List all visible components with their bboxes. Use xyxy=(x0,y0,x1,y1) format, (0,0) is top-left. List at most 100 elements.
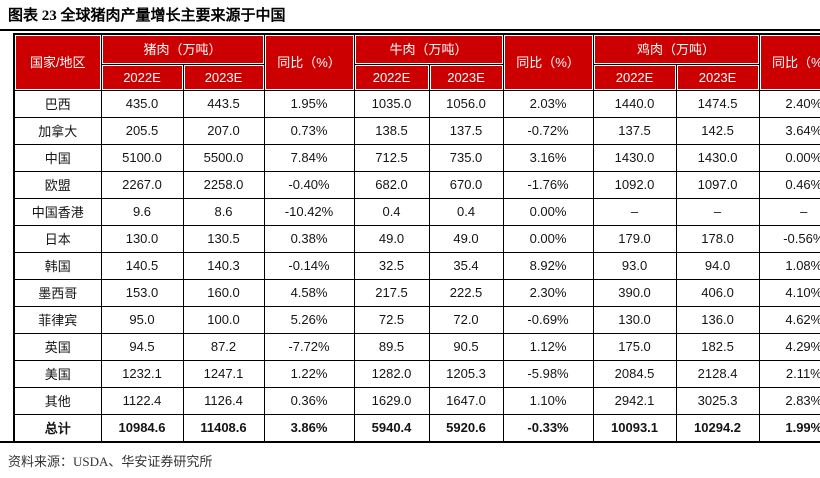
table-cell: 94.0 xyxy=(675,251,760,280)
table-cell: 130.0 xyxy=(100,224,184,253)
table-cell: 90.5 xyxy=(428,332,504,361)
data-table: 国家/地区 猪肉（万吨） 同比（%） 牛肉（万吨） 同比（%） 鸡肉（万吨） 同… xyxy=(13,33,820,443)
row-header: 欧盟 xyxy=(13,170,102,199)
table-row: 欧盟 2267.0 2258.0 -0.40% 682.0 670.0 -1.76% 1092… xyxy=(13,170,820,199)
table-row: 美国 1232.1 1247.1 1.22% 1282.0 1205.3 -5.98% 208… xyxy=(13,359,820,388)
table-cell: 2.30% xyxy=(502,278,594,307)
table-cell: 130.5 xyxy=(182,224,265,253)
table-cell: 137.5 xyxy=(428,116,504,145)
table-cell: 87.2 xyxy=(182,332,265,361)
table-cell: 179.0 xyxy=(592,224,677,253)
table-cell: 175.0 xyxy=(592,332,677,361)
table-cell: 1.12% xyxy=(502,332,594,361)
row-header: 其他 xyxy=(13,386,102,415)
table-cell: 0.36% xyxy=(263,386,355,415)
table-cell: 89.5 xyxy=(353,332,430,361)
col-header-chicken-2022e: 2022E xyxy=(592,63,677,91)
figure-title: 图表 23 全球猪肉产量增长主要来源于中国 xyxy=(8,8,286,24)
table-cell: 1430.0 xyxy=(675,143,760,172)
table-cell: 1.99% xyxy=(758,413,820,442)
table-cell: 5500.0 xyxy=(182,143,265,172)
table-cell: 205.5 xyxy=(100,116,184,145)
row-header: 日本 xyxy=(13,224,102,253)
table-cell: 10294.2 xyxy=(675,413,760,442)
title-divider xyxy=(0,29,820,31)
table-cell: 93.0 xyxy=(592,251,677,280)
table-cell: 435.0 xyxy=(100,89,184,118)
table-cell: 95.0 xyxy=(100,305,184,334)
table-cell: 0.46% xyxy=(758,170,820,199)
row-header: 墨西哥 xyxy=(13,278,102,307)
table-cell: 222.5 xyxy=(428,278,504,307)
table-bottom-divider xyxy=(0,440,820,443)
table-cell: -0.72% xyxy=(502,116,594,145)
table-cell: -0.33% xyxy=(502,413,594,442)
table-cell: -1.76% xyxy=(502,170,594,199)
table-cell: 9.6 xyxy=(100,197,184,226)
col-header-chicken-2023e: 2023E xyxy=(675,63,760,91)
table-cell: 1056.0 xyxy=(428,89,504,118)
row-header: 美国 xyxy=(13,359,102,388)
table-cell: 207.0 xyxy=(182,116,265,145)
table-cell: 2.03% xyxy=(502,89,594,118)
table-cell: 2258.0 xyxy=(182,170,265,199)
col-header-chicken-yoy: 同比（%） xyxy=(758,33,820,91)
table-cell: 178.0 xyxy=(675,224,760,253)
table-cell: 8.6 xyxy=(182,197,265,226)
table-cell: 217.5 xyxy=(353,278,430,307)
table-cell: 142.5 xyxy=(675,116,760,145)
table-cell: 1440.0 xyxy=(592,89,677,118)
table-cell: -5.98% xyxy=(502,359,594,388)
table-cell: 0.38% xyxy=(263,224,355,253)
table-row: 菲律宾 95.0 100.0 5.26% 72.5 72.0 -0.69% 130.0 136.… xyxy=(13,305,820,334)
table-cell: 0.73% xyxy=(263,116,355,145)
table-row: 日本 130.0 130.5 0.38% 49.0 49.0 0.00% 179.0 178.0… xyxy=(13,224,820,253)
col-header-pork-2023e: 2023E xyxy=(182,63,265,91)
table-cell: 1.95% xyxy=(263,89,355,118)
table-cell: 1.22% xyxy=(263,359,355,388)
table-row: 巴西 435.0 443.5 1.95% 1035.0 1056.0 2.03% 1440.0… xyxy=(13,89,820,118)
col-header-chicken: 鸡肉（万吨） xyxy=(592,33,760,65)
table-cell: 5940.4 xyxy=(353,413,430,442)
table-cell: 1629.0 xyxy=(353,386,430,415)
table-cell: 0.00% xyxy=(502,197,594,226)
table-cell: 136.0 xyxy=(675,305,760,334)
table-cell: 0.4 xyxy=(353,197,430,226)
table-row: 墨西哥 153.0 160.0 4.58% 217.5 222.5 2.30% 390.0 40… xyxy=(13,278,820,307)
row-header: 英国 xyxy=(13,332,102,361)
row-header: 菲律宾 xyxy=(13,305,102,334)
table-cell: 2128.4 xyxy=(675,359,760,388)
table-cell: 5920.6 xyxy=(428,413,504,442)
table-cell: 712.5 xyxy=(353,143,430,172)
table-cell: 1430.0 xyxy=(592,143,677,172)
table-cell: 4.62% xyxy=(758,305,820,334)
table-cell: 2942.1 xyxy=(592,386,677,415)
table-cell: 2.83% xyxy=(758,386,820,415)
table-cell: 11408.6 xyxy=(182,413,265,442)
table-cell: 390.0 xyxy=(592,278,677,307)
table-cell: 49.0 xyxy=(353,224,430,253)
col-header-beef-2022e: 2022E xyxy=(353,63,430,91)
table-row-total: 总计 10984.6 11408.6 3.86% 5940.4 5920.6 -0.33% 1… xyxy=(13,413,820,442)
table-row: 中国香港 9.6 8.6 -10.42% 0.4 0.4 0.00% – – – xyxy=(13,197,820,226)
table-cell: -0.69% xyxy=(502,305,594,334)
table-cell: 1247.1 xyxy=(182,359,265,388)
table-cell: – xyxy=(758,197,820,226)
row-header: 巴西 xyxy=(13,89,102,118)
table-cell: 94.5 xyxy=(100,332,184,361)
table-cell: 35.4 xyxy=(428,251,504,280)
table-cell: 130.0 xyxy=(592,305,677,334)
table-cell: -0.56% xyxy=(758,224,820,253)
col-header-pork-2022e: 2022E xyxy=(100,63,184,91)
row-header: 中国 xyxy=(13,143,102,172)
col-header-pork-yoy: 同比（%） xyxy=(263,33,355,91)
table-cell: 1474.5 xyxy=(675,89,760,118)
table-cell: 5.26% xyxy=(263,305,355,334)
table-cell: 2.40% xyxy=(758,89,820,118)
table-cell: 10093.1 xyxy=(592,413,677,442)
table-row: 英国 94.5 87.2 -7.72% 89.5 90.5 1.12% 175.0 182.5 4… xyxy=(13,332,820,361)
table-cell: -0.40% xyxy=(263,170,355,199)
table-cell: 4.10% xyxy=(758,278,820,307)
table-cell: 72.5 xyxy=(353,305,430,334)
header-row-years: 2022E 2023E 2022E 2023E 2022E 2023E xyxy=(14,63,820,91)
